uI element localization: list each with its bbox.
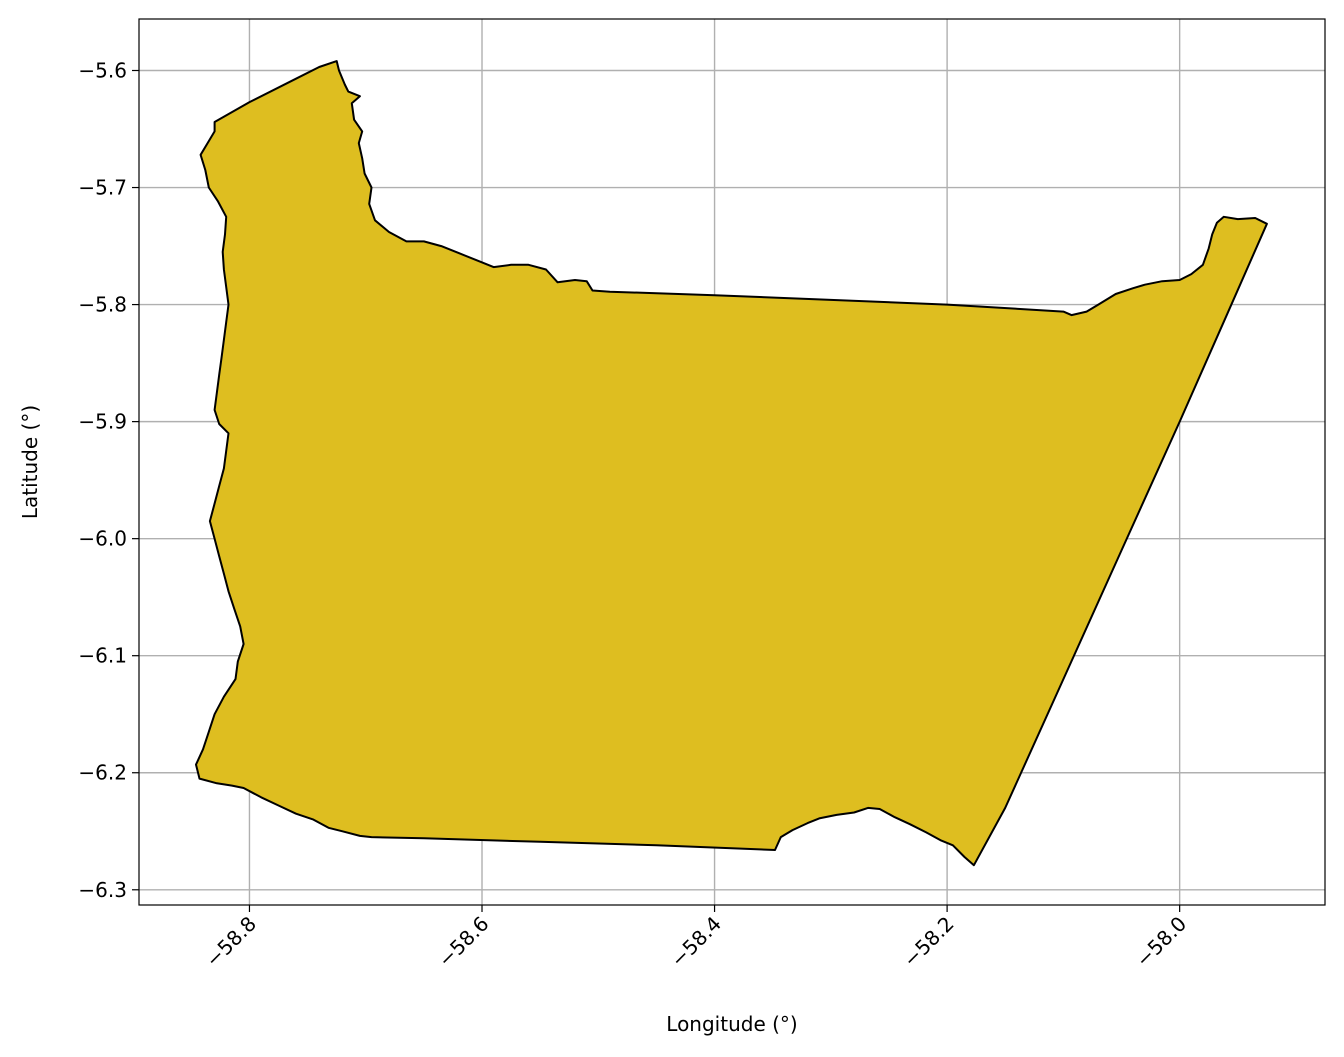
region-polygon: [195, 60, 1268, 867]
y-tick-label: −5.6: [78, 58, 127, 82]
y-axis-ticks: −5.6 −5.7 −5.8 −5.9 −6.0 −6.1 −6.2 −6.3: [78, 58, 139, 902]
y-axis-label: Latitude (°): [18, 405, 42, 519]
y-tick-label: −6.0: [78, 527, 127, 551]
y-tick-label: −5.7: [78, 176, 127, 200]
y-tick-label: −5.8: [78, 293, 127, 317]
y-tick-label: −5.9: [78, 410, 127, 434]
y-tick-label: −6.1: [78, 644, 127, 668]
x-axis-label: Longitude (°): [666, 1012, 797, 1036]
y-tick-label: −6.2: [78, 761, 127, 785]
plot-frame: [138, 18, 1326, 906]
region-layer: [195, 60, 1268, 867]
y-tick-label: −6.3: [78, 878, 127, 902]
